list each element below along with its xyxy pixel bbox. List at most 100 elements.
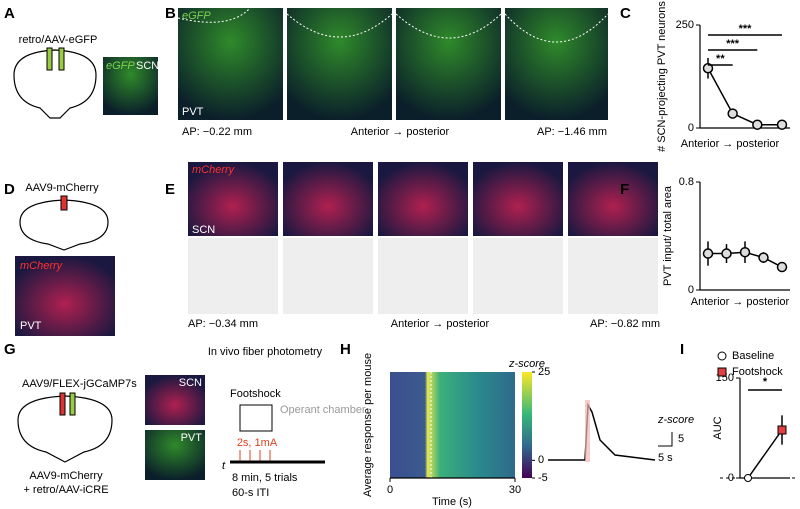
y-axis-label: Average response per mouse [362,353,374,497]
x-axis-label: Time (s) [432,496,472,508]
stim-bar [585,400,590,462]
injection [59,392,66,416]
construct: AAV9/FLEX-jGCaMP7s [22,378,137,390]
heatmap [390,372,515,478]
outline [177,7,609,43]
ap-label: AP: −0.34 mm [188,318,258,330]
marker [702,63,714,74]
panel-label: F [620,181,629,198]
micrograph [396,8,501,120]
legend-label: Footshock [732,366,783,378]
axes [699,25,790,129]
marker [702,248,714,259]
sig-label: ** [716,53,725,65]
micrograph [188,238,278,314]
mean-line [707,67,782,126]
construct: + retro/AAV-iCRE [23,484,108,496]
colorbar [522,372,532,478]
sig-label: *** [739,23,753,35]
micrograph [473,238,563,314]
y-axis-label: AUC [712,416,724,439]
construct: retro/AAV-eGFP [19,34,98,46]
micrograph [178,8,283,120]
fiber [58,47,65,71]
panel-label: A [4,5,15,22]
micrograph [145,375,205,425]
ap-label: AP: −0.22 mm [182,126,252,138]
panel-label: I [680,341,684,358]
legend-marker [717,367,727,377]
panel-label: C [620,5,631,22]
micrograph [568,238,658,314]
colorbar-title: z-score [508,358,545,370]
y-tick-label: 250 [676,19,694,31]
construct: AAV9-mCherry [25,182,99,194]
micrograph-grid [188,162,658,314]
x-tick-label: 30 [509,484,521,496]
sig-label: * [763,376,768,388]
panel-label: B [165,5,176,22]
micrograph [188,162,278,236]
shock-ticks [239,450,271,462]
micrograph [568,162,658,236]
marker [758,252,769,263]
brain-schematic [13,49,97,119]
stain-label: eGFP [106,60,135,72]
region-label: PVT [20,320,42,332]
fiber [46,47,53,71]
stain-label: mCherry [20,260,64,272]
marker [777,425,787,435]
x-axis-label: Anterior → posterior [681,138,780,150]
micrograph [473,162,563,236]
micrograph [378,162,468,236]
colorbar-tick-label: 0 [538,454,544,466]
marker [744,474,752,482]
panel-label: E [165,181,175,198]
region-label: PVT [182,106,204,118]
colorbar-tick-label: 25 [538,366,550,378]
micrograph [103,57,158,115]
panel-label: H [340,341,351,358]
marker [776,119,788,130]
x-tick-label: 0 [387,484,393,496]
micrograph [15,256,115,336]
axis-label: Anterior → posterior [351,126,450,138]
legend-marker [717,351,727,361]
sig-label: *** [726,38,740,50]
y-tick-label: 0.8 [679,176,694,188]
region-label: SCN [192,224,215,236]
panel-label: D [4,181,15,198]
ap-label: AP: −1.46 mm [537,126,607,138]
scale-x: 5 s [658,452,673,464]
construct: AAV9-mCherry [29,470,103,482]
stim-label: Footshock [230,388,281,400]
mean-line [747,429,783,479]
marker [739,246,751,258]
shock-label: 2s, 1mA [237,437,278,449]
x-axis-label: Anterior → posterior [691,296,790,308]
region-label: SCN [136,60,159,72]
colorbar-tick-label: -5 [538,472,548,484]
fiber [69,392,76,416]
scale-bar [658,432,673,447]
trace [548,402,656,461]
scale-y: 5 [678,433,684,445]
section-title: In vivo fiber photometry [208,346,323,358]
brain-schematic [17,395,113,463]
t-label: t [222,460,226,472]
protocol: 60-s ITI [232,487,269,499]
scale-title: z-score [657,414,694,426]
marker [752,119,763,130]
image-label: PVT [181,432,203,444]
axes [699,182,790,291]
stain-label: eGFP [182,10,211,22]
stain-label: mCherry [192,164,236,176]
chamber-label: Operant chamber [280,404,366,416]
micrograph [505,8,608,120]
image-label: SCN [179,377,202,389]
ap-label: AP: −0.82 mm [590,318,660,330]
micrograph [283,162,373,236]
marker [776,261,788,273]
y-axis-label: PVT input/ total area [662,185,674,286]
